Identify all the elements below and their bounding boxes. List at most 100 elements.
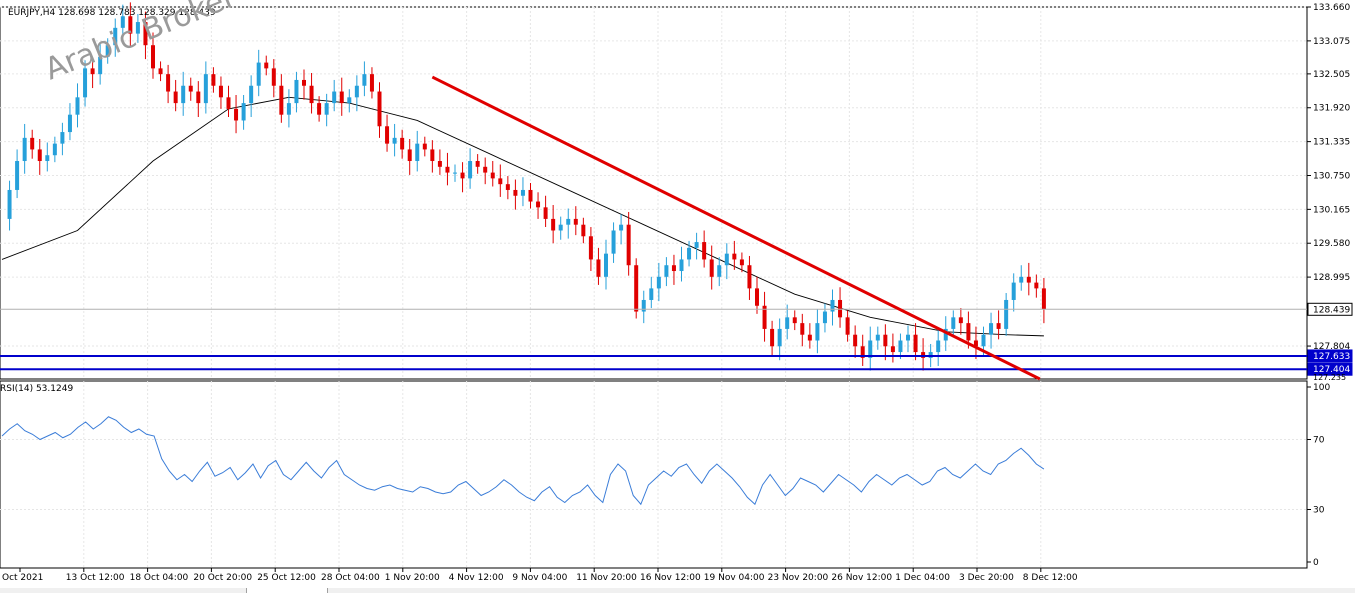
price-tick-label: 133.660: [1313, 3, 1350, 13]
candle: [354, 75, 359, 112]
candle: [838, 287, 843, 328]
candle: [755, 276, 759, 314]
time-tick-label: 4 Nov 12:00: [449, 573, 504, 583]
candle: [1011, 273, 1016, 312]
candle: [143, 11, 148, 60]
candle: [860, 334, 865, 366]
candle: [626, 211, 631, 276]
candle: [105, 38, 110, 64]
candle: [30, 129, 35, 159]
price-axis[interactable]: 133.660 133.075 132.505 131.920 131.335 130.7…: [1307, 3, 1353, 382]
candle: [792, 310, 797, 331]
candle: [679, 246, 684, 282]
candle: [317, 96, 322, 122]
downtrend-line[interactable]: [431, 75, 1041, 381]
candle: [196, 81, 201, 118]
candle: [747, 255, 752, 300]
candle: [392, 123, 397, 157]
candle: [286, 89, 291, 128]
rsi-tick-label: 70: [1313, 436, 1325, 446]
candle: [52, 136, 57, 163]
svg-text:128.439: 128.439: [1313, 305, 1350, 315]
candle: [324, 93, 329, 127]
candle: [513, 179, 518, 210]
time-tick-label: 8 Dec 12:00: [1023, 573, 1078, 583]
candle: [226, 85, 231, 118]
rsi-axis[interactable]: 100 70 30 0: [1307, 383, 1330, 568]
candle: [717, 257, 722, 287]
candle: [890, 333, 895, 363]
candle: [234, 95, 239, 134]
price-tick-label: 130.750: [1313, 171, 1350, 181]
level-price-tag: 127.404: [1307, 362, 1353, 376]
candle: [822, 303, 827, 333]
candle: [173, 79, 178, 112]
candle: [588, 227, 593, 272]
candle: [634, 258, 639, 319]
candle: [898, 333, 903, 360]
candle: [973, 326, 978, 360]
candle: [302, 69, 306, 100]
time-tick-label: 3 Dec 20:00: [959, 573, 1014, 583]
candle: [279, 74, 284, 123]
price-axis-min-label: 127.235: [1313, 373, 1346, 382]
candle: [687, 240, 692, 267]
current-price-tag: 128.439: [1307, 302, 1353, 316]
candle: [422, 136, 427, 157]
candle: [347, 89, 352, 113]
candle: [536, 192, 541, 219]
candle: [385, 114, 390, 152]
svg-text:127.633: 127.633: [1313, 352, 1350, 362]
candle: [158, 61, 163, 82]
time-tick-label: 1 Nov 20:00: [385, 573, 440, 583]
candle: [468, 148, 473, 189]
candle: [800, 313, 805, 347]
candle: [67, 103, 72, 141]
time-tick-label: 25 Oct 12:00: [257, 573, 316, 583]
candle: [339, 77, 344, 116]
price-tick-label: 133.075: [1313, 37, 1350, 47]
time-tick-label: 23 Nov 20:00: [768, 573, 829, 583]
candle: [611, 222, 616, 263]
candle: [1019, 265, 1024, 291]
candle: [875, 326, 880, 350]
candle: [60, 122, 65, 156]
chart-tab[interactable]: [246, 588, 328, 593]
time-tick-label: 19 Nov 04:00: [704, 573, 765, 583]
candle: [558, 216, 563, 240]
candle: [166, 64, 171, 104]
candle: [815, 309, 820, 354]
candle: [528, 183, 533, 209]
time-axis[interactable]: Oct 2021 13 Oct 12:00 18 Oct 04:00 20 Oct 2…: [2, 568, 1078, 583]
price-tick-label: 132.505: [1313, 70, 1350, 80]
candle: [996, 310, 1001, 340]
candle: [128, 2, 133, 47]
candle: [460, 162, 465, 193]
candle: [271, 59, 276, 98]
candle: [1041, 277, 1046, 324]
time-tick-label: Oct 2021: [2, 573, 43, 583]
rsi-header: RSI(14) 53.1249: [0, 384, 74, 394]
candle: [913, 323, 918, 361]
candle: [671, 254, 676, 285]
candle: [732, 240, 737, 270]
chart-grid: [0, 6, 1307, 568]
candle: [453, 164, 457, 182]
candle: [90, 57, 95, 89]
candle: [475, 154, 480, 174]
candle: [906, 325, 910, 353]
candle: [1026, 262, 1031, 296]
time-tick-label: 13 Oct 12:00: [66, 573, 125, 583]
candle: [777, 318, 782, 361]
candle: [362, 61, 367, 97]
candle: [724, 243, 729, 280]
price-tick-label: 128.995: [1313, 273, 1350, 283]
candle: [241, 95, 246, 130]
candle: [181, 71, 186, 116]
candle: [377, 82, 382, 138]
candle: [785, 304, 790, 340]
candle: [573, 206, 578, 236]
svg-text:127.404: 127.404: [1313, 365, 1350, 375]
